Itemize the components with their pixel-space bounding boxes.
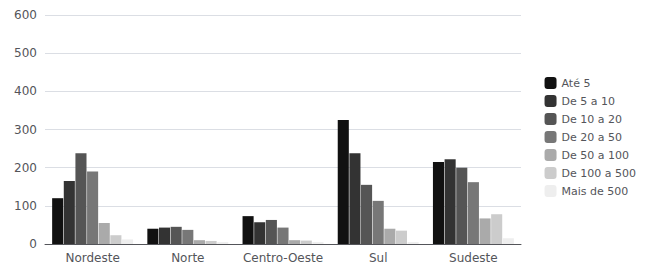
svg-text:Centro-Oeste: Centro-Oeste: [243, 251, 323, 265]
svg-text:Norte: Norte: [171, 251, 204, 265]
svg-text:Sul: Sul: [369, 251, 388, 265]
svg-text:600: 600: [14, 8, 37, 22]
svg-text:0: 0: [29, 237, 37, 251]
svg-text:300: 300: [14, 123, 37, 137]
svg-text:De 10 a 20: De 10 a 20: [562, 113, 622, 126]
svg-text:200: 200: [14, 161, 37, 175]
svg-text:De 20 a 50: De 20 a 50: [562, 131, 622, 144]
svg-text:Sudeste: Sudeste: [449, 251, 498, 265]
svg-text:De 100 a 500: De 100 a 500: [562, 167, 636, 180]
svg-text:500: 500: [14, 46, 37, 60]
svg-text:Nordeste: Nordeste: [65, 251, 119, 265]
svg-text:De 50 a 100: De 50 a 100: [562, 149, 629, 162]
svg-text:100: 100: [14, 199, 37, 213]
svg-text:400: 400: [14, 84, 37, 98]
svg-text:De 5 a 10: De 5 a 10: [562, 95, 615, 108]
svg-text:Mais de 500: Mais de 500: [562, 185, 629, 198]
svg-text:Até 5: Até 5: [562, 77, 591, 90]
